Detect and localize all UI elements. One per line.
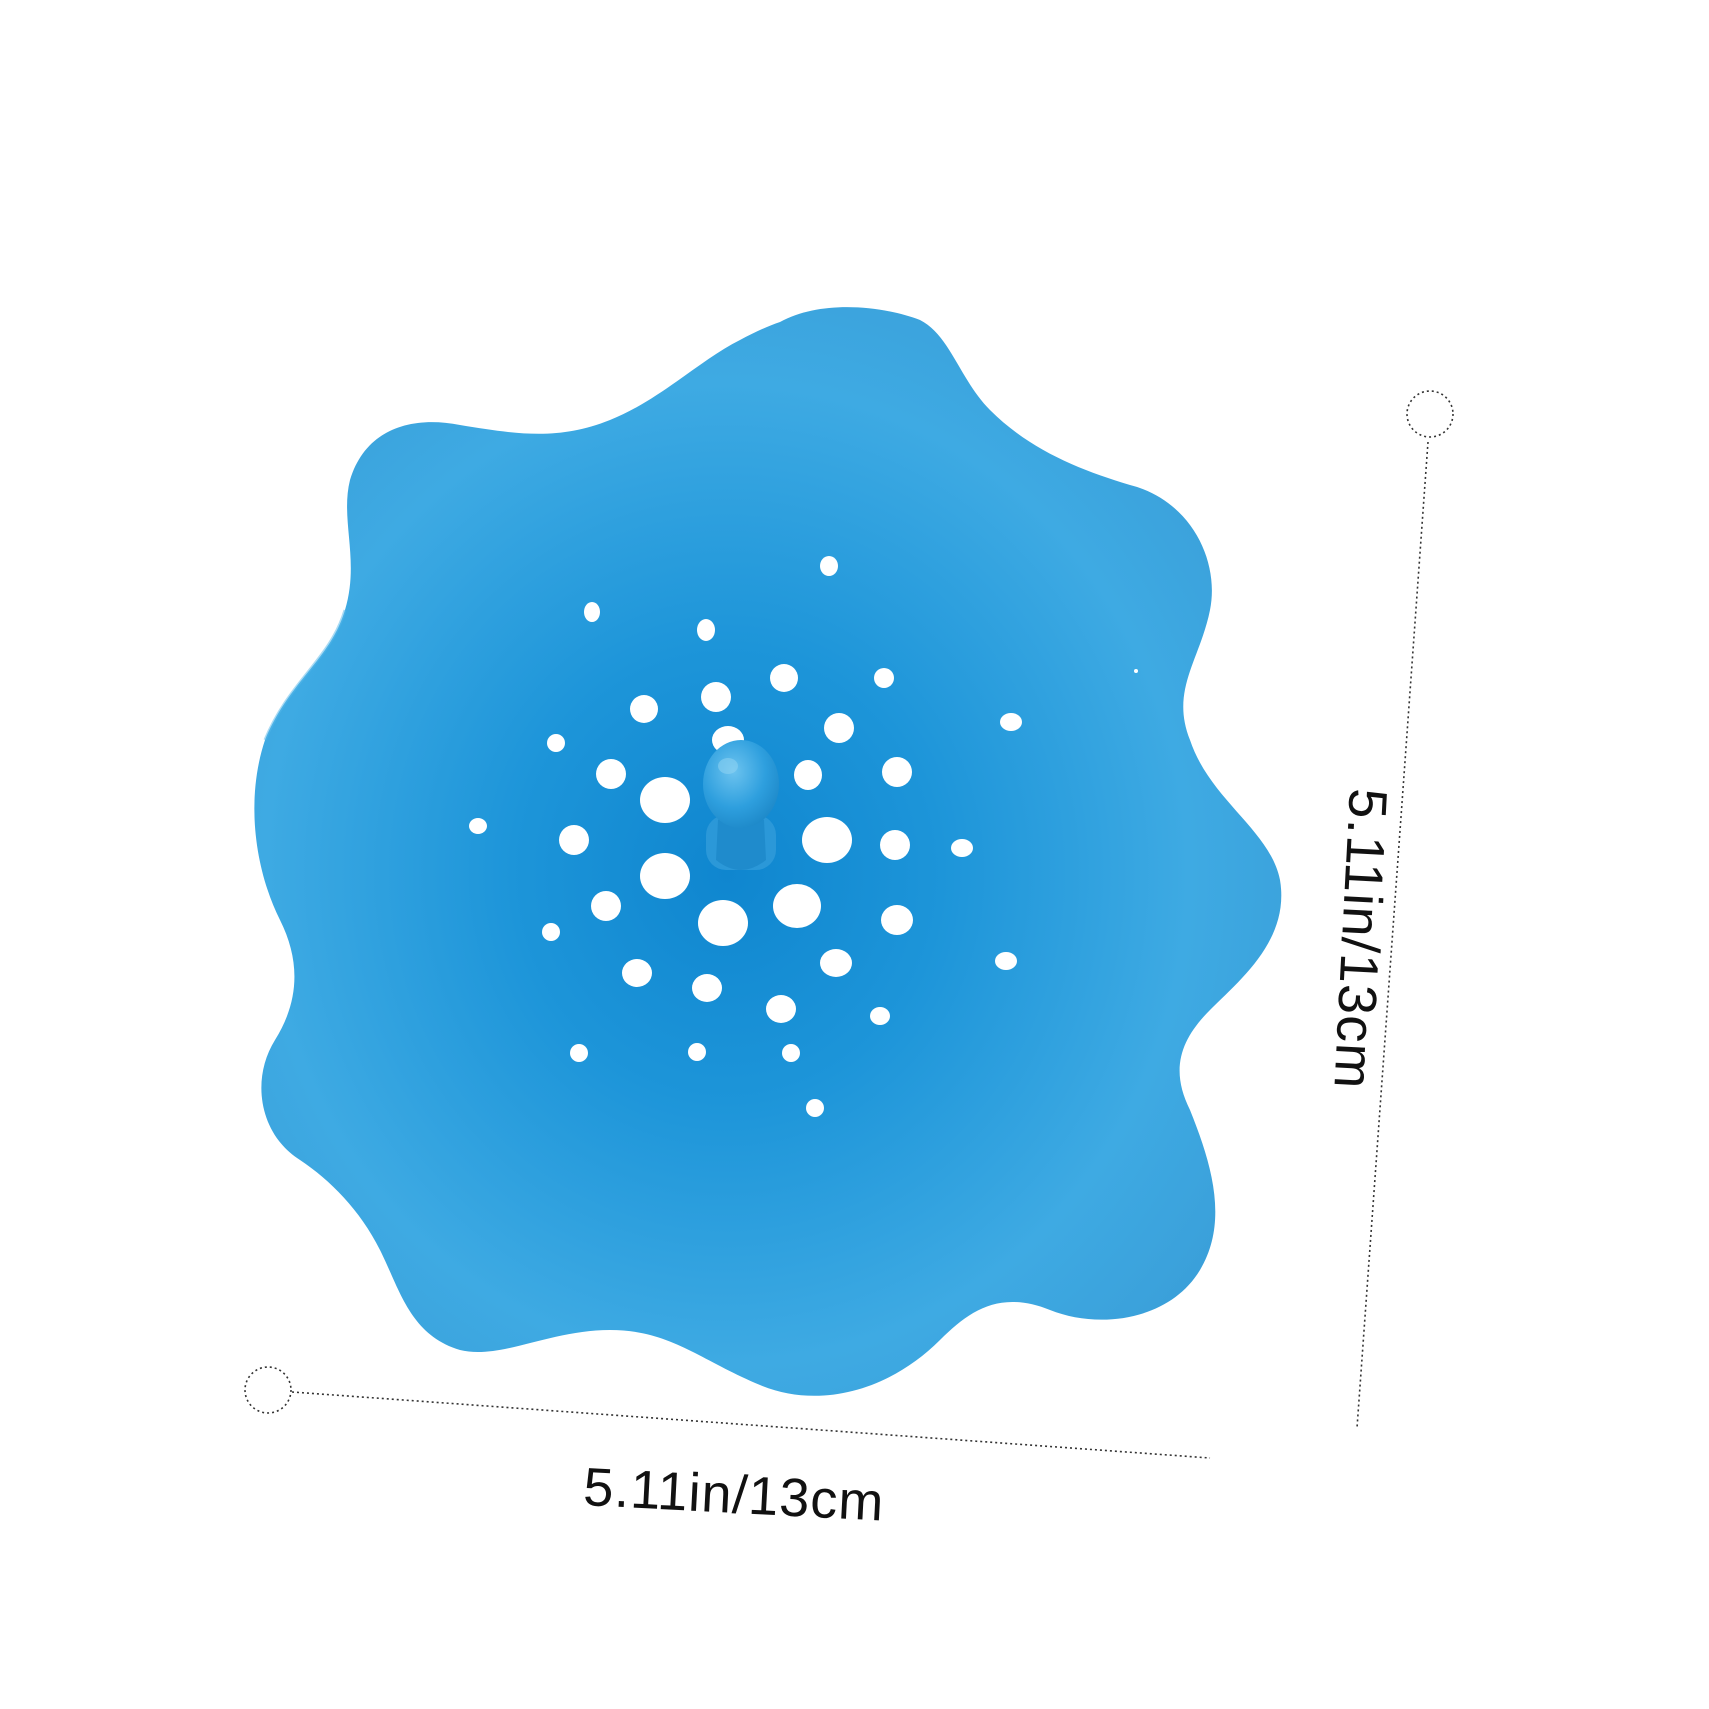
height-dimension-line xyxy=(1356,390,1454,1429)
width-dimension-label: 5.11in/13cm xyxy=(582,1457,886,1533)
strainer-holes xyxy=(469,556,1138,1117)
width-dimension-line xyxy=(244,1366,1211,1459)
center-knob-icon xyxy=(703,740,779,870)
height-dimension-label: 5.11in/13cm xyxy=(1322,787,1398,1091)
